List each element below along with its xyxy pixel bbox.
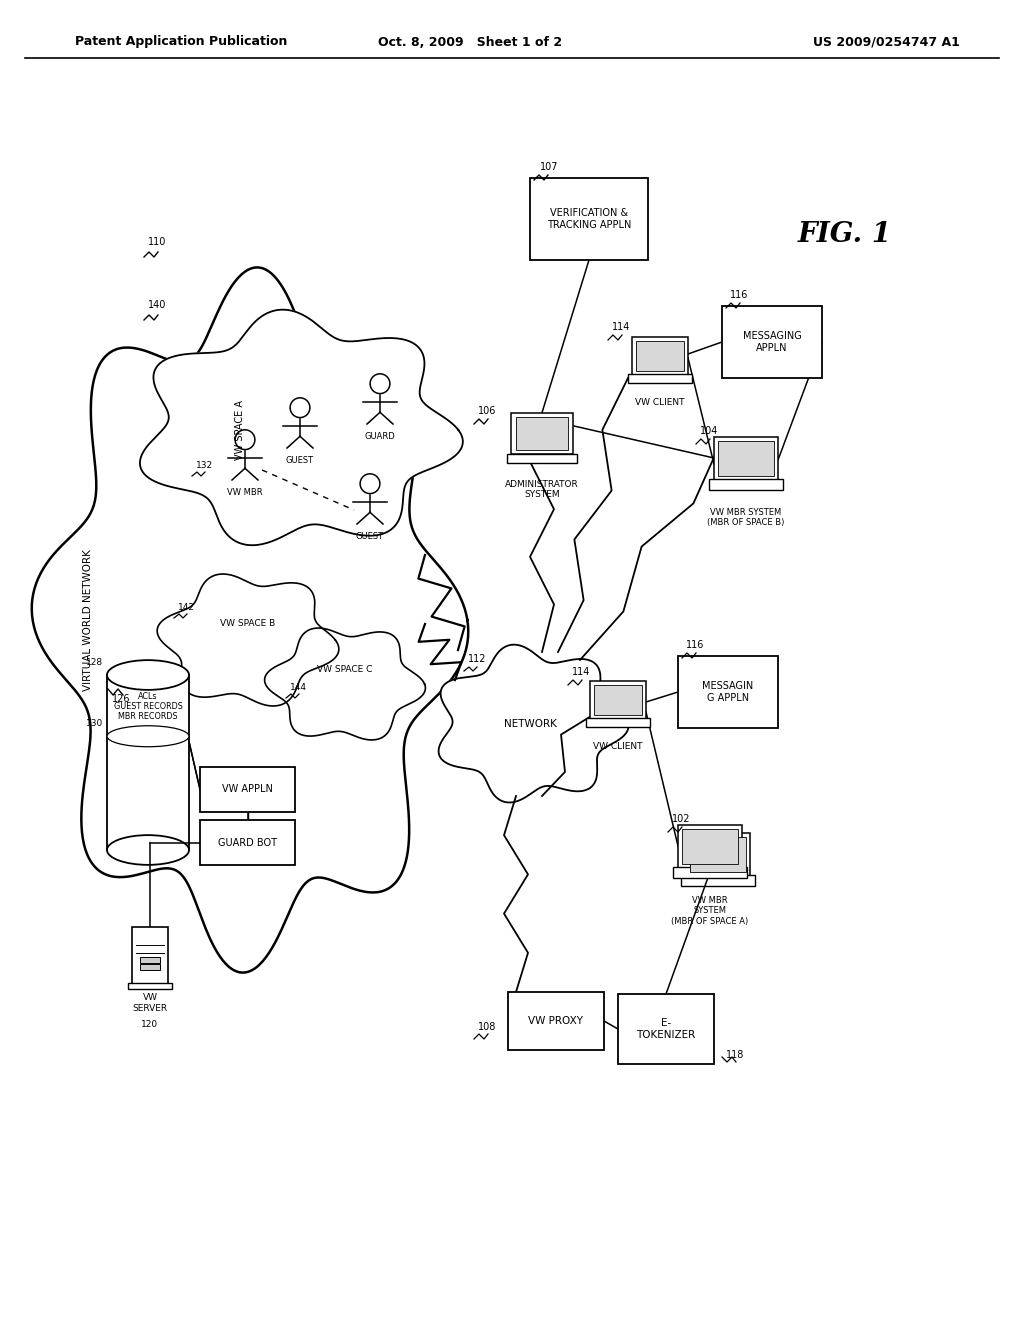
Bar	[586, 718, 650, 727]
Bar	[673, 867, 746, 878]
Text: VW CLIENT: VW CLIENT	[635, 399, 685, 407]
Text: 128: 128	[86, 657, 103, 667]
Text: VW MBR SYSTEM
(MBR OF SPACE B): VW MBR SYSTEM (MBR OF SPACE B)	[708, 508, 784, 528]
Bar	[618, 994, 714, 1064]
Text: 114: 114	[572, 667, 591, 677]
Text: VW APPLN: VW APPLN	[222, 784, 273, 795]
Text: VW PROXY: VW PROXY	[528, 1016, 584, 1026]
Bar	[714, 437, 778, 480]
Ellipse shape	[106, 726, 189, 747]
Bar	[690, 837, 745, 871]
Circle shape	[360, 474, 380, 494]
Bar	[632, 337, 688, 375]
Circle shape	[236, 430, 255, 450]
Bar	[132, 927, 168, 985]
Text: 102: 102	[672, 814, 690, 824]
Bar	[628, 374, 692, 383]
Bar	[508, 993, 604, 1049]
Text: 142: 142	[178, 603, 195, 612]
Text: 114: 114	[612, 322, 631, 333]
Text: 140: 140	[148, 300, 166, 310]
Bar	[511, 413, 572, 454]
Text: ADMINISTRATOR
SYSTEM: ADMINISTRATOR SYSTEM	[505, 480, 579, 499]
Polygon shape	[157, 574, 339, 706]
Text: 104: 104	[700, 426, 719, 436]
Text: VW SPACE A: VW SPACE A	[234, 400, 245, 459]
Text: FIG. 1: FIG. 1	[798, 222, 892, 248]
Bar	[710, 479, 782, 490]
Text: Patent Application Publication: Patent Application Publication	[75, 36, 288, 49]
Bar	[106, 675, 189, 850]
Text: US 2009/0254747 A1: US 2009/0254747 A1	[813, 36, 961, 49]
Text: VW MBR: VW MBR	[227, 488, 263, 498]
Text: 107: 107	[540, 162, 558, 172]
Bar	[678, 656, 778, 729]
Bar	[594, 685, 642, 715]
Text: GUARD BOT: GUARD BOT	[218, 837, 278, 847]
Text: Oct. 8, 2009   Sheet 1 of 2: Oct. 8, 2009 Sheet 1 of 2	[378, 36, 562, 49]
Text: VW SPACE B: VW SPACE B	[220, 619, 275, 627]
Bar	[507, 454, 578, 463]
Text: NETWORK: NETWORK	[504, 719, 556, 729]
Text: 130: 130	[86, 719, 103, 729]
Text: GUEST: GUEST	[356, 532, 384, 541]
Bar	[140, 964, 160, 970]
Text: 144: 144	[290, 682, 307, 692]
Ellipse shape	[106, 660, 189, 690]
Bar	[140, 957, 160, 964]
Text: VW MBR
SYSTEM
(MBR OF SPACE A): VW MBR SYSTEM (MBR OF SPACE A)	[672, 896, 749, 925]
Text: VW
SERVER: VW SERVER	[132, 993, 168, 1012]
Text: 132: 132	[196, 461, 213, 470]
Bar	[590, 681, 646, 719]
Text: 106: 106	[478, 407, 497, 416]
Text: 112: 112	[468, 653, 486, 664]
Text: 118: 118	[726, 1049, 744, 1060]
Bar	[200, 820, 295, 865]
Text: 110: 110	[148, 238, 166, 247]
Text: E-
TOKENIZER: E- TOKENIZER	[636, 1018, 695, 1040]
Bar	[530, 178, 648, 260]
Bar	[200, 767, 295, 812]
Bar	[719, 441, 773, 475]
Polygon shape	[264, 628, 425, 741]
Bar	[128, 983, 172, 989]
Text: VW SPACE C: VW SPACE C	[317, 665, 373, 675]
Polygon shape	[32, 268, 468, 973]
Text: 126: 126	[112, 694, 130, 704]
Polygon shape	[140, 310, 463, 545]
Bar	[516, 417, 568, 450]
Circle shape	[290, 397, 310, 417]
Text: ACLs
GUEST RECORDS
MBR RECORDS: ACLs GUEST RECORDS MBR RECORDS	[114, 692, 182, 722]
Bar	[678, 825, 742, 869]
Text: MESSAGING
APPLN: MESSAGING APPLN	[742, 331, 802, 352]
Text: MESSAGIN
G APPLN: MESSAGIN G APPLN	[702, 681, 754, 702]
Ellipse shape	[106, 836, 189, 865]
Text: VIRTUAL WORLD NETWORK: VIRTUAL WORLD NETWORK	[83, 549, 93, 690]
Bar	[686, 833, 751, 876]
Text: 120: 120	[141, 1020, 159, 1030]
Text: GUARD: GUARD	[365, 432, 395, 441]
Bar	[722, 306, 822, 378]
Circle shape	[370, 374, 390, 393]
Bar	[636, 341, 684, 371]
Text: 116: 116	[686, 640, 705, 649]
Text: GUEST: GUEST	[286, 455, 314, 465]
Text: VERIFICATION &
TRACKING APPLN: VERIFICATION & TRACKING APPLN	[547, 209, 631, 230]
Polygon shape	[438, 644, 629, 803]
Text: VW CLIENT: VW CLIENT	[593, 742, 643, 751]
Bar	[681, 875, 755, 886]
Text: 108: 108	[478, 1022, 497, 1032]
Text: 116: 116	[730, 290, 749, 300]
Bar	[682, 829, 737, 863]
